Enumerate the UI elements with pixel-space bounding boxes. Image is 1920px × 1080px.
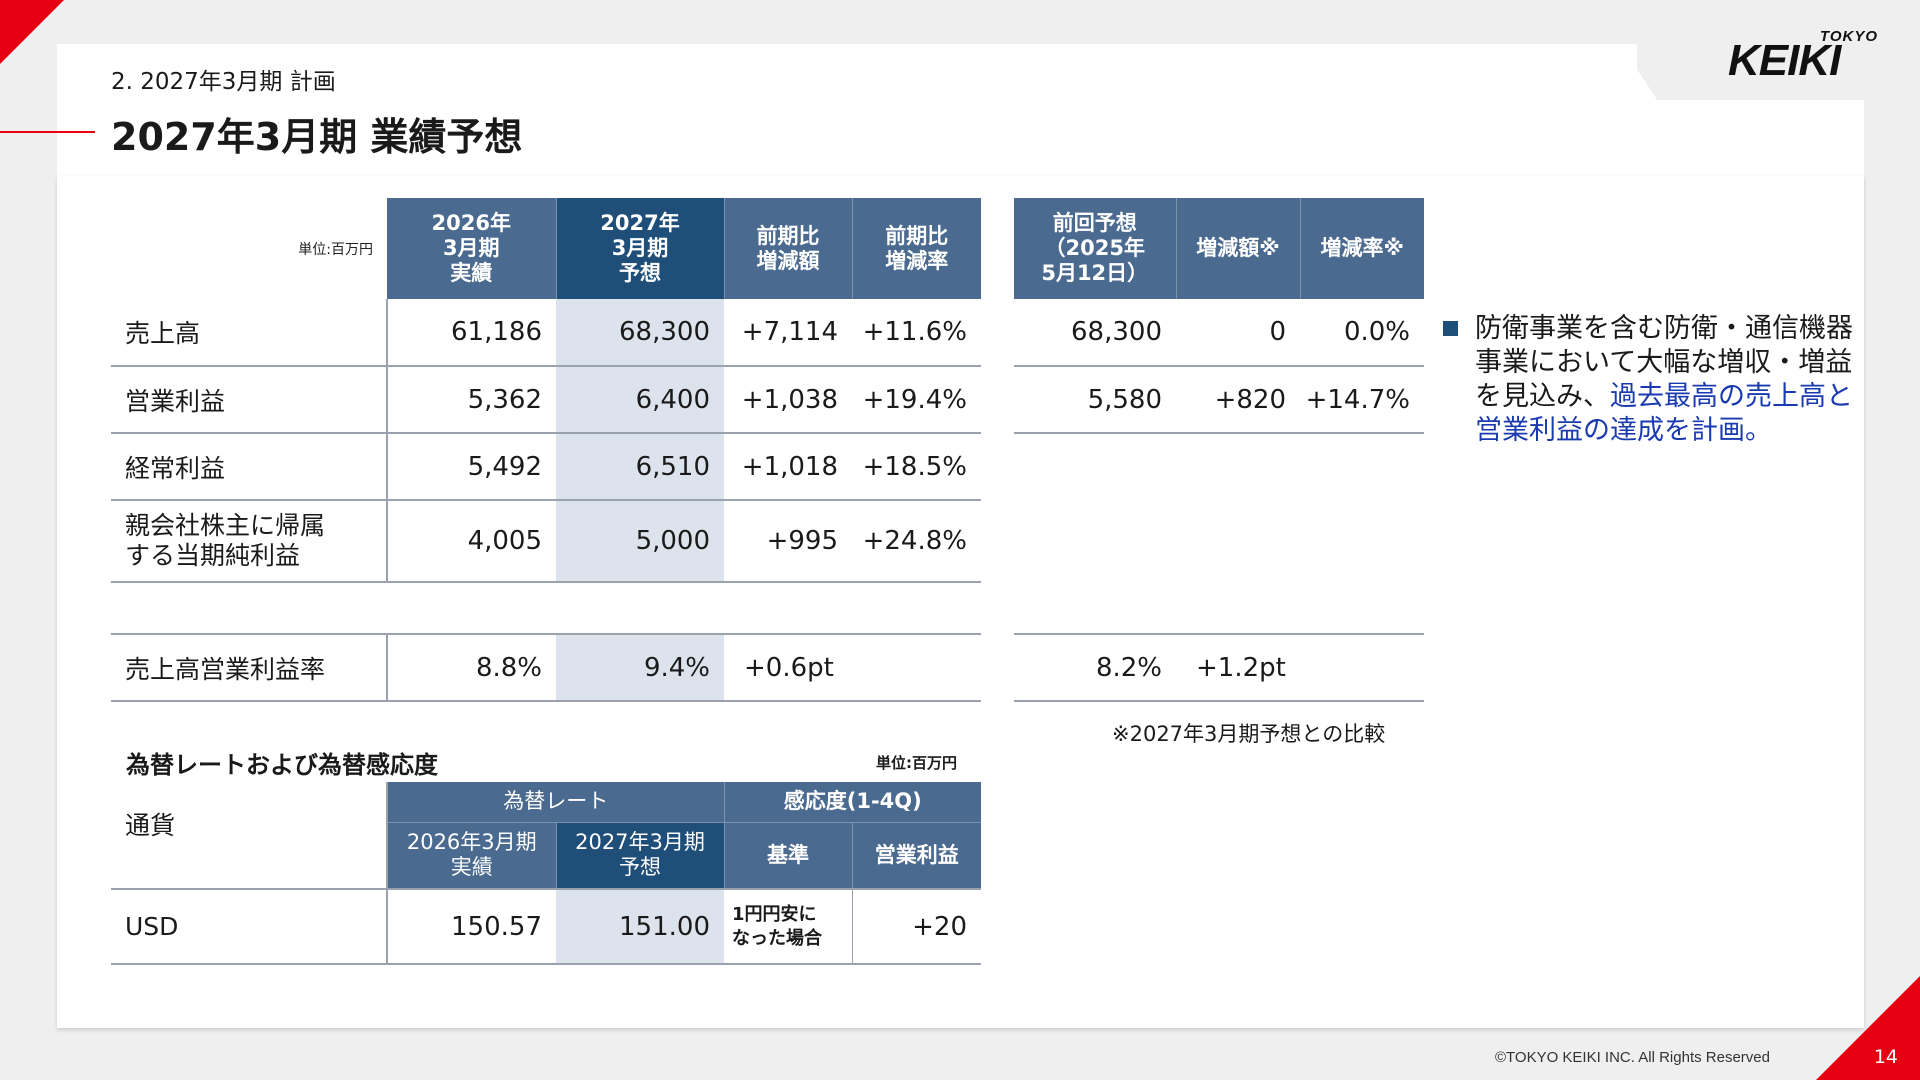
commentary-bullet: 防衛事業を含む防衛・通信機器事業において大幅な増収・増益を見込み、過去最高の売上… <box>1443 312 1853 448</box>
table-cell: 0.0% <box>1300 299 1424 367</box>
table-cell: +14.7% <box>1300 366 1424 434</box>
table-cell: 68,300 <box>556 299 724 367</box>
table-cell: 8.2% <box>1014 633 1176 702</box>
table-cell: 150.57 <box>387 889 556 965</box>
row-label-net-income: 親会社株主に帰属 する当期純利益 <box>111 500 388 583</box>
table-cell: +20 <box>852 889 981 965</box>
table-cell: 151.00 <box>556 889 724 965</box>
table-cell: 6,400 <box>556 366 724 434</box>
row-label-usd: USD <box>111 889 388 965</box>
col-header-change-rate: 増減率※ <box>1300 198 1424 299</box>
table-cell: 4,005 <box>387 500 556 583</box>
fx-unit-label: 単位:百万円 <box>876 754 957 772</box>
table-cell: 68,300 <box>1014 299 1176 367</box>
corner-accent-bottom <box>1816 976 1920 1080</box>
table-cell <box>1300 633 1424 702</box>
commentary-text: 防衛事業を含む防衛・通信機器事業において大幅な増収・増益を見込み、過去最高の売上… <box>1475 312 1853 448</box>
col-header-yoy-rate: 前期比 増減率 <box>852 198 981 299</box>
table-cell: 9.4% <box>556 633 724 702</box>
table-cell: +1.2pt <box>1176 633 1300 702</box>
header <box>57 44 1637 176</box>
corner-accent-top <box>0 0 64 64</box>
table-cell <box>852 633 981 702</box>
bullet-square-icon <box>1443 321 1458 336</box>
commentary-normal: 防衛事業を含む防衛・通信機器事業において大幅な増収・増益を見込み、 <box>1475 313 1853 412</box>
col-header-rate-actual: 2026年3月期 実績 <box>387 822 557 890</box>
logo-keiki-text: KEIKI <box>1728 36 1841 85</box>
rate-group-header: 為替レート <box>387 782 725 823</box>
page-number: 14 <box>1873 1046 1898 1068</box>
table-cell: +18.5% <box>852 433 981 501</box>
comparison-footnote: ※2027年3月期予想との比較 <box>1112 722 1386 746</box>
table-cell: +1,018 <box>724 433 852 501</box>
table-cell: +1,038 <box>724 366 852 434</box>
table-cell: +995 <box>724 500 852 583</box>
sensitivity-group-header: 感応度(1-4Q) <box>724 782 981 823</box>
ratio-table: 売上高営業利益率 8.8% 9.4% +0.6pt <box>111 633 981 702</box>
currency-header: 通貨 <box>111 782 388 890</box>
header-tab <box>1620 44 1660 104</box>
company-logo: TOKYO KEIKI <box>1728 26 1878 85</box>
copyright-text: ©TOKYO KEIKI INC. All Rights Reserved <box>1494 1049 1770 1066</box>
col-header-yoy-change: 前期比 増減額 <box>724 198 853 299</box>
fx-section-title: 為替レートおよび為替感応度 <box>126 751 438 779</box>
col-header-rate-forecast: 2027年3月期 予想 <box>556 822 725 890</box>
table-cell: 6,510 <box>556 433 724 501</box>
unit-label: 単位:百万円 <box>298 241 373 258</box>
page-title: 2027年3月期 業績予想 <box>111 115 523 159</box>
table-cell: 61,186 <box>387 299 556 367</box>
table-cell: 5,000 <box>556 500 724 583</box>
col-header-op-profit: 営業利益 <box>852 822 981 890</box>
title-accent-line <box>0 131 95 133</box>
fx-table: 通貨 為替レート 感応度(1-4Q) 2026年3月期 実績 2027年3月期 … <box>111 782 981 965</box>
table-cell: +0.6pt <box>724 633 852 702</box>
table-cell: +820 <box>1176 366 1300 434</box>
table-cell: 5,362 <box>387 366 556 434</box>
forecast-table: 単位:百万円 2026年 3月期 実績 2027年 3月期 予想 前期比 増減額… <box>111 198 981 583</box>
table-cell: 5,492 <box>387 433 556 501</box>
row-label-ordinary-profit: 経常利益 <box>111 433 388 501</box>
row-label-op-margin: 売上高営業利益率 <box>111 633 388 702</box>
section-subtitle: 2. 2027年3月期 計画 <box>111 69 336 95</box>
table-cell: 0 <box>1176 299 1300 367</box>
table-cell: 8.8% <box>387 633 556 702</box>
previous-forecast-table: 前回予想 （2025年 5月12日） 増減額※ 増減率※ 68,300 0 0.… <box>1014 198 1424 434</box>
col-header-basis: 基準 <box>724 822 853 890</box>
col-header-fy2026-actual: 2026年 3月期 実績 <box>387 198 557 299</box>
row-label-net-sales: 売上高 <box>111 299 388 367</box>
row-label-operating-profit: 営業利益 <box>111 366 388 434</box>
previous-ratio-table: 8.2% +1.2pt <box>1014 633 1424 702</box>
table-cell: +7,114 <box>724 299 852 367</box>
col-header-change-amount: 増減額※ <box>1176 198 1301 299</box>
col-header-previous-forecast: 前回予想 （2025年 5月12日） <box>1014 198 1177 299</box>
table-cell: +24.8% <box>852 500 981 583</box>
table-cell: +19.4% <box>852 366 981 434</box>
commentary-highlight: 過去最高の売上高と営業利益の達成を計画。 <box>1475 381 1853 446</box>
logo-tokyo-text: TOKYO <box>1819 28 1878 45</box>
table-cell: +11.6% <box>852 299 981 367</box>
col-header-fy2027-forecast: 2027年 3月期 予想 <box>556 198 725 299</box>
sensitivity-basis: 1円円安に なった場合 <box>724 889 853 965</box>
table-cell: 5,580 <box>1014 366 1176 434</box>
